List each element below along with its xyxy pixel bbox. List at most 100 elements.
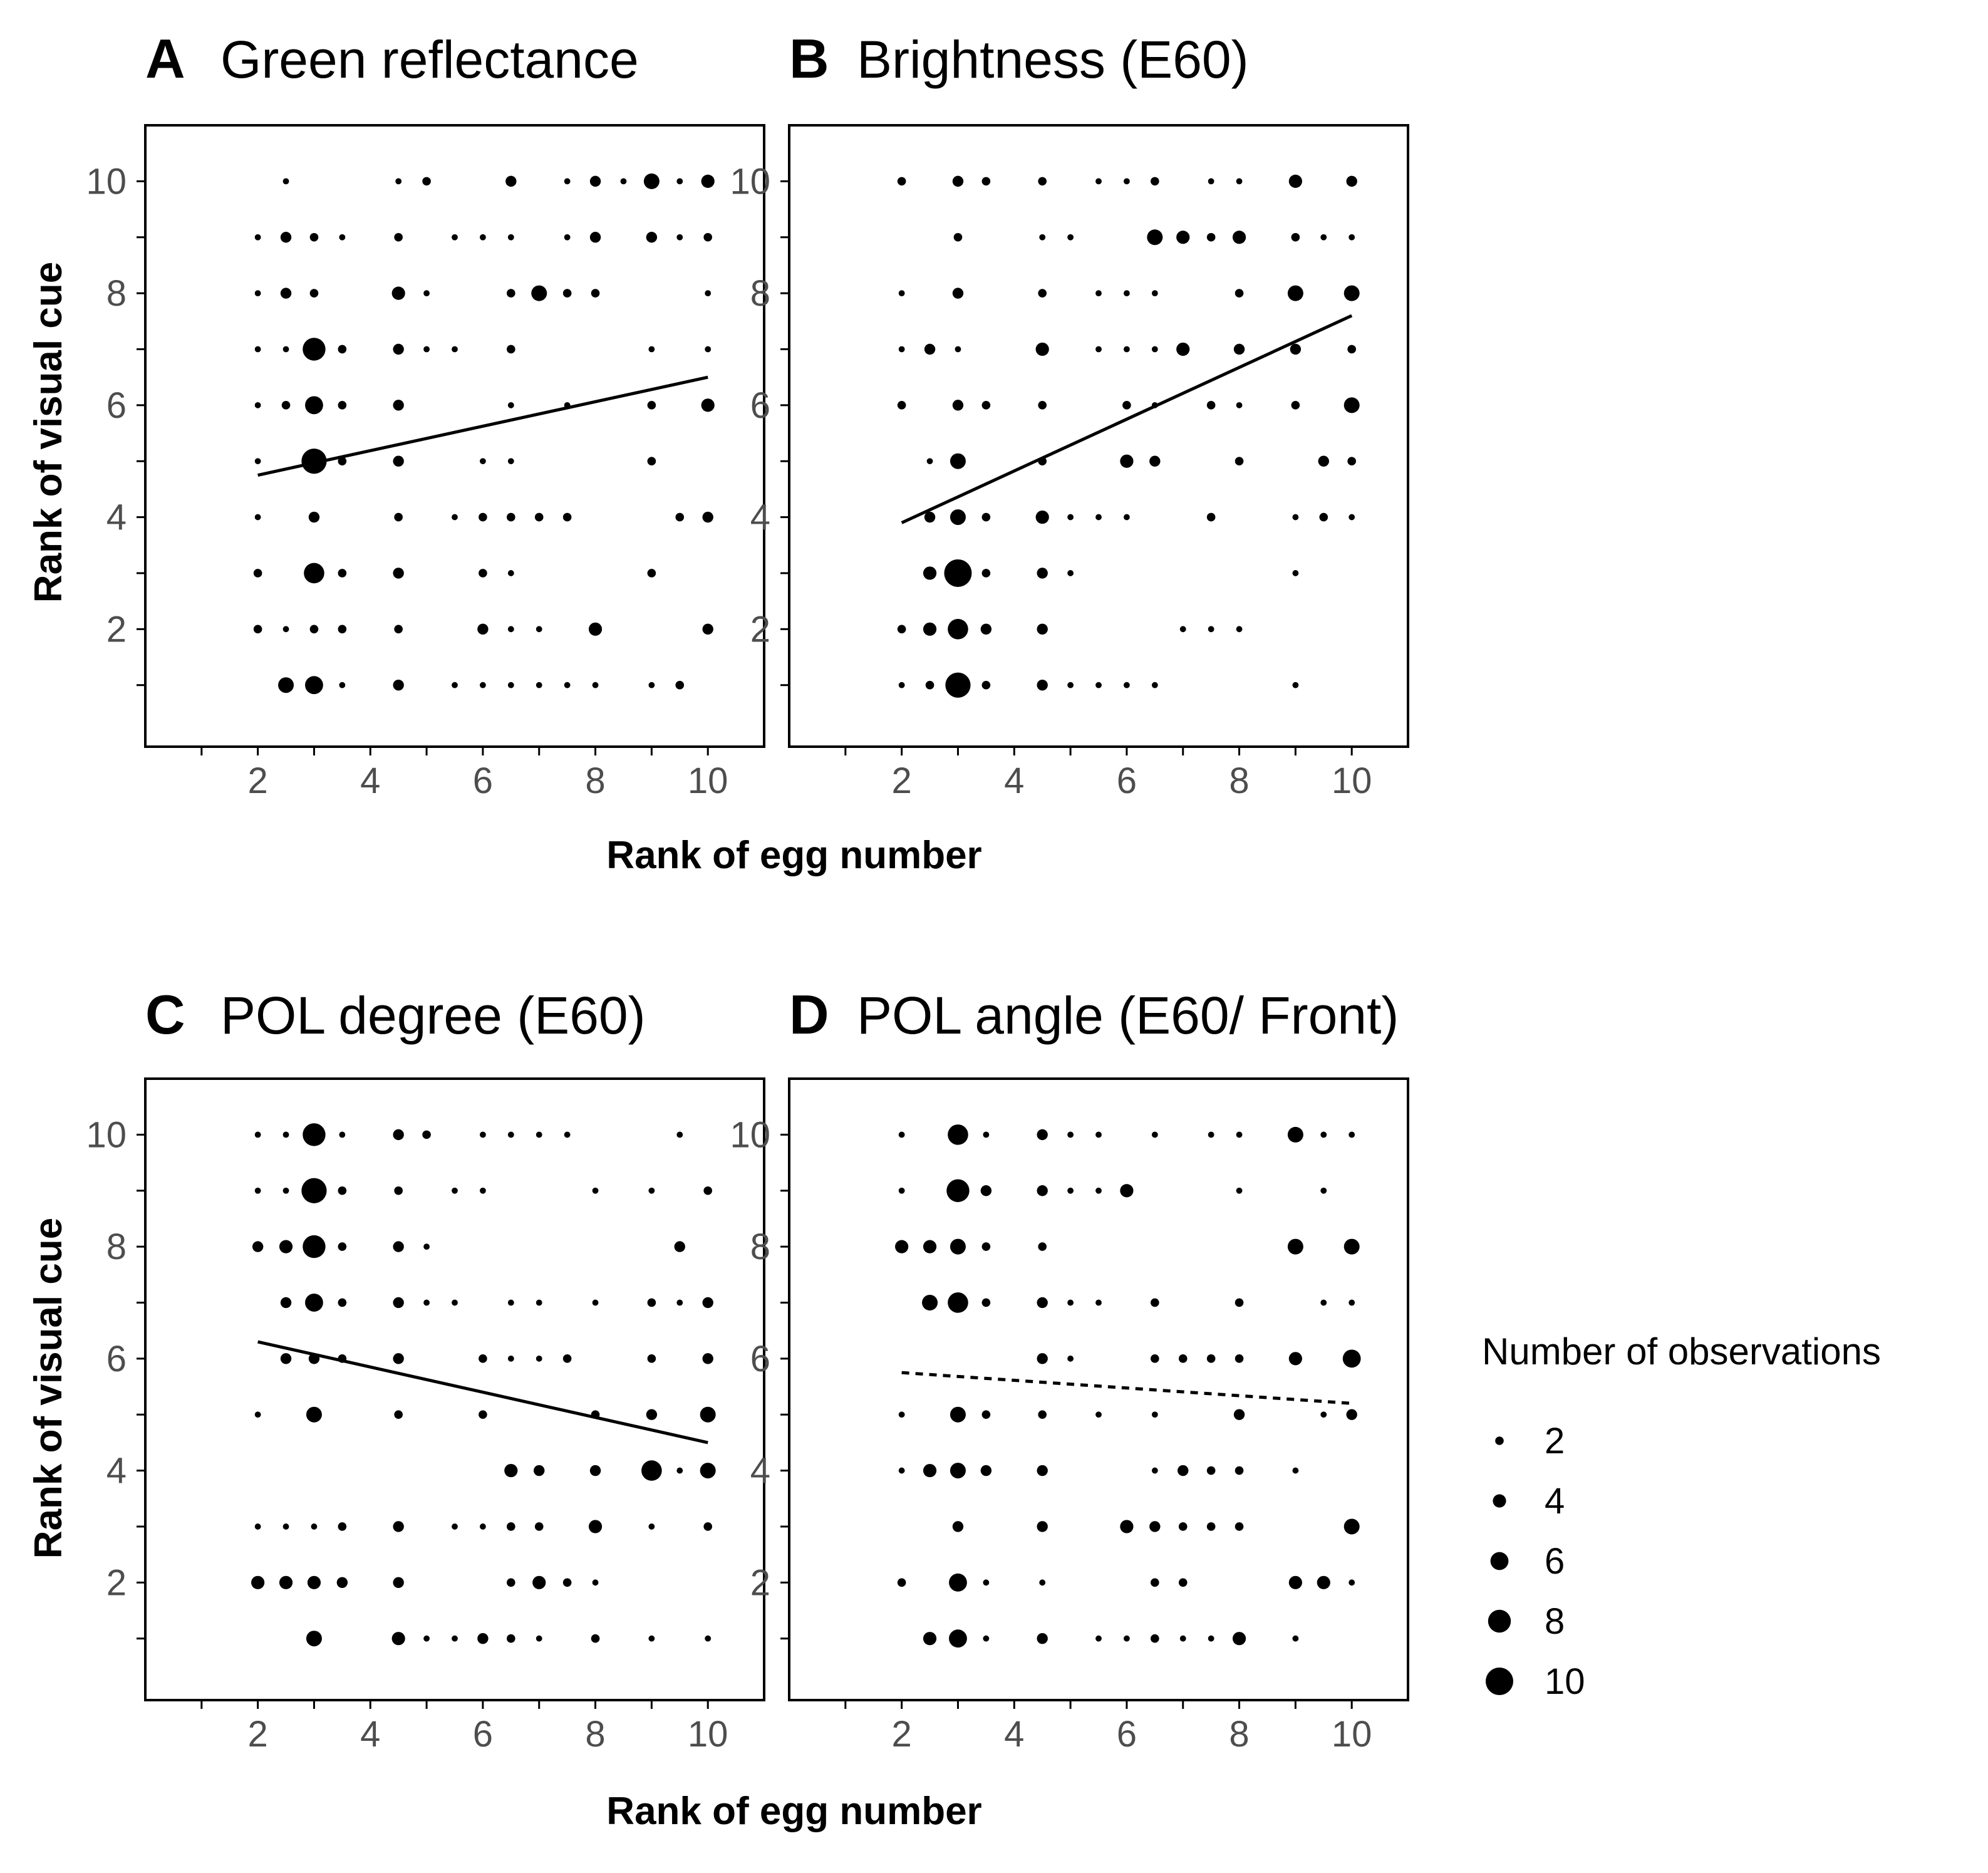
panel-a-point xyxy=(339,682,346,688)
panel-d-x-tick-label: 4 xyxy=(1004,1714,1024,1755)
panel-c-point xyxy=(338,1298,347,1307)
panel-c-point xyxy=(452,1523,458,1530)
panel-d-point xyxy=(1317,1575,1330,1589)
panel-b-point xyxy=(1236,626,1243,633)
panel-d-point xyxy=(1095,1299,1102,1306)
panel-d-point xyxy=(898,1467,905,1474)
panel-b-point xyxy=(1236,402,1243,408)
panel-c-point xyxy=(480,1131,486,1138)
panel-a-frame xyxy=(144,124,765,748)
panel-b-point xyxy=(1208,178,1214,185)
panel-d-point xyxy=(1151,1411,1158,1418)
panel-b-point xyxy=(1067,682,1074,688)
panel-c-point xyxy=(648,1187,655,1194)
panel-a-point xyxy=(281,401,291,410)
panel-b-y-tick-label: 2 xyxy=(750,609,770,650)
panel-c-point xyxy=(674,1241,685,1252)
panel-d-point xyxy=(949,1573,967,1592)
panel-d-point xyxy=(950,1463,966,1479)
panel-a-point xyxy=(536,626,542,633)
panel-b-point xyxy=(1343,397,1360,413)
panel-b: B Brightness (E60) 2 4 6 8 10 2 4 6 8 10 xyxy=(730,28,1409,801)
panel-d-point xyxy=(1151,1467,1158,1474)
panel-a-point xyxy=(423,290,430,297)
panel-b-point xyxy=(1038,401,1047,410)
panel-a-point xyxy=(505,175,517,187)
y-axis-title-top: Rank of visual cue xyxy=(27,262,70,603)
panel-a-point xyxy=(648,346,655,353)
panel-a-point xyxy=(393,679,404,691)
panel-b-point xyxy=(1320,234,1327,241)
panel-a-point xyxy=(701,398,715,412)
panel-d-point xyxy=(923,1632,937,1646)
legend-items: 2 4 6 8 10 xyxy=(1486,1421,1585,1702)
panel-a-point xyxy=(588,622,603,636)
panel-b-point xyxy=(1206,401,1216,410)
panel-b-point xyxy=(1292,570,1299,576)
panel-c-letter: C xyxy=(145,983,185,1045)
panel-b-point xyxy=(1151,346,1158,353)
panel-a-x-tick-label: 8 xyxy=(585,760,605,801)
panel-d-point xyxy=(1235,1522,1244,1531)
panel-a-point xyxy=(675,512,685,522)
panel-a-point xyxy=(452,346,458,353)
panel-b-point xyxy=(1347,457,1356,466)
panel-c-point xyxy=(648,1523,655,1530)
panel-a-point xyxy=(620,178,627,185)
panel-d-point xyxy=(1037,1129,1048,1141)
panel-b-point xyxy=(1291,232,1300,242)
panel-a-point xyxy=(479,569,487,578)
panel-b-point xyxy=(948,619,968,640)
panel-d-point xyxy=(922,1294,938,1310)
panel-c-point xyxy=(562,1354,572,1363)
panel-d-frame xyxy=(788,1077,1409,1701)
panel-b-point xyxy=(1290,343,1302,355)
panel-d-point xyxy=(1208,1635,1214,1642)
panel-a-point xyxy=(391,286,405,300)
panel-b-point xyxy=(981,177,991,186)
panel-d-point xyxy=(1178,1522,1188,1531)
panel-b-y-tick-label: 6 xyxy=(750,385,770,426)
panel-c-point xyxy=(391,1632,405,1646)
panel-a-x-tick-label: 4 xyxy=(360,760,380,801)
panel-c-point xyxy=(282,1131,289,1138)
panel-c-y-tick-label: 10 xyxy=(86,1114,127,1155)
panel-a-point xyxy=(309,232,319,242)
panel-c-point xyxy=(394,1410,403,1419)
panel-d-point xyxy=(1349,1579,1355,1586)
panel-a-point xyxy=(422,177,431,186)
panel-d-point xyxy=(980,1185,992,1196)
panel-c-x-tick-label: 2 xyxy=(248,1714,268,1755)
panel-b-point xyxy=(1035,510,1049,524)
panel-d-point xyxy=(895,1240,909,1253)
panel-b-point xyxy=(952,175,964,187)
panel-c-point xyxy=(423,1299,430,1306)
panel-a-y-tick-label: 4 xyxy=(106,497,127,538)
panel-c-point xyxy=(507,1578,515,1587)
panel-a-point xyxy=(394,232,403,242)
panel-a-y-tick-label: 6 xyxy=(106,385,127,426)
panel-d-point xyxy=(1037,1185,1048,1196)
panel-c-point xyxy=(280,1297,292,1309)
panel-b-point xyxy=(924,511,936,523)
panel-b-point xyxy=(1343,285,1360,301)
panel-b-point xyxy=(1067,514,1074,521)
panel-d-point xyxy=(1124,1635,1130,1642)
panel-d-point xyxy=(897,1578,906,1587)
panel-a: A Green reflectance 2 4 6 8 10 2 4 6 8 10 xyxy=(86,28,765,801)
panel-b-point xyxy=(1067,570,1074,576)
panel-c-point xyxy=(338,1522,347,1531)
panel-d-point xyxy=(1095,1131,1102,1138)
panel-b-point xyxy=(897,177,906,186)
panel-b-title: Brightness (E60) xyxy=(857,30,1249,89)
panel-a-point xyxy=(507,234,514,241)
panel-d-point xyxy=(983,1579,990,1586)
panel-b-plot-area: 2 4 6 8 10 2 4 6 8 10 xyxy=(730,124,1409,801)
panel-a-point xyxy=(507,682,514,688)
panel-b-point xyxy=(950,509,966,526)
panel-d-y-tick-label: 10 xyxy=(730,1114,770,1155)
panel-c-point xyxy=(306,1631,322,1647)
panel-b-point xyxy=(981,680,991,690)
panel-c-point xyxy=(393,1241,404,1252)
